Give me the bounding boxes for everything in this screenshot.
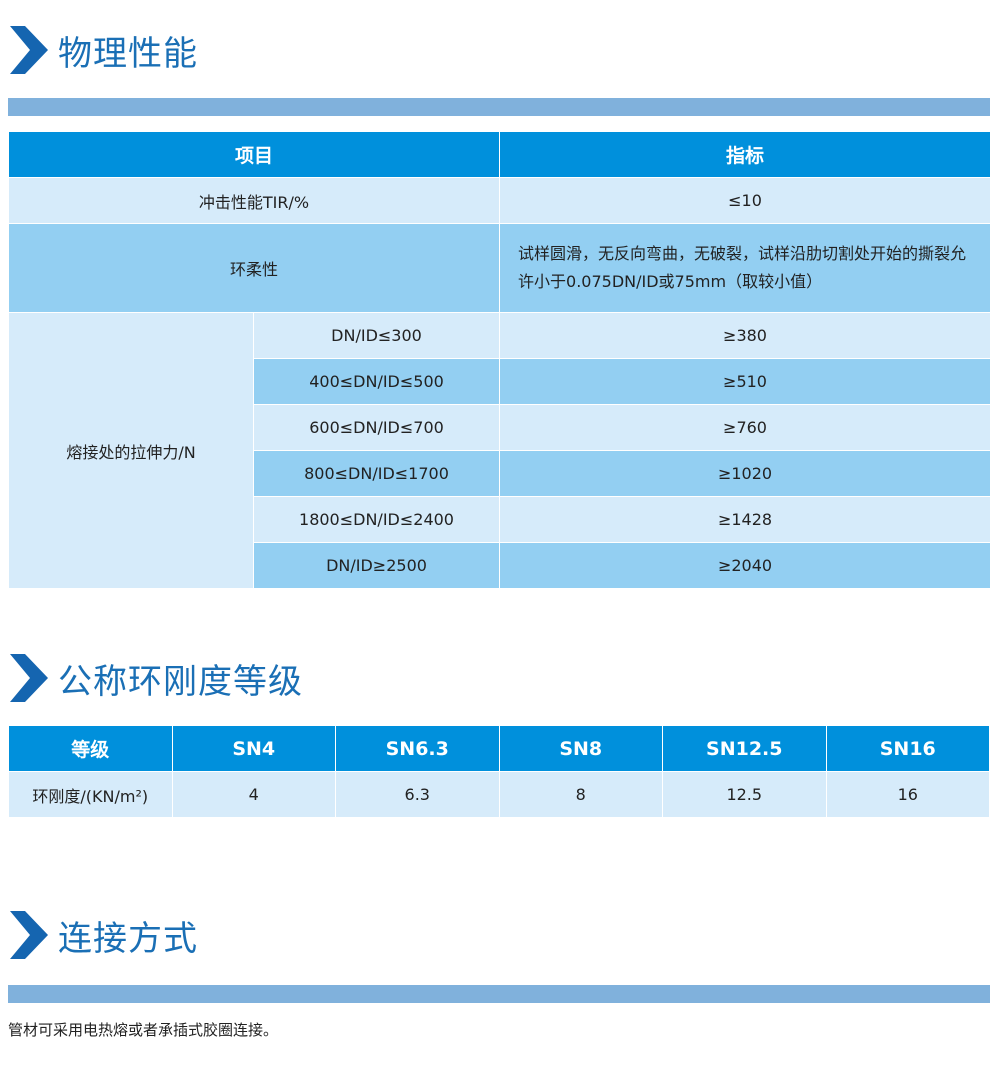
table-row: 400≤DN/ID≤500 ≥510 bbox=[8, 358, 992, 405]
header-cell: SN8 bbox=[498, 725, 663, 772]
cell: 16 bbox=[825, 771, 990, 818]
cell: ≥2040 bbox=[499, 542, 992, 589]
cell: ≥760 bbox=[499, 404, 992, 451]
chevron-right-icon bbox=[10, 654, 48, 702]
physical-table: 项目 指标 冲击性能TIR/% ≤10 环柔性 试样圆滑，无反向弯曲，无破裂，试样沿肋… bbox=[7, 131, 992, 589]
section-title-connection: 连接方式 bbox=[10, 910, 198, 960]
cell: 8 bbox=[498, 771, 663, 818]
cell: 800≤DN/ID≤1700 bbox=[252, 450, 501, 497]
chevron-right-icon bbox=[10, 26, 48, 74]
cell: 1800≤DN/ID≤2400 bbox=[252, 496, 501, 543]
heading: 连接方式 bbox=[58, 918, 198, 959]
heading: 物理性能 bbox=[58, 33, 198, 74]
cell: DN/ID≤300 bbox=[252, 312, 501, 359]
table-row: 环柔性 试样圆滑，无反向弯曲，无破裂，试样沿肋切割处开始的撕裂允许小于0.075D… bbox=[7, 223, 992, 313]
cell: 熔接处的拉伸力/N bbox=[8, 312, 254, 589]
cell: 试样圆滑，无反向弯曲，无破裂，试样沿肋切割处开始的撕裂允许小于0.075DN/I… bbox=[499, 223, 992, 313]
header-cell: SN12.5 bbox=[662, 725, 827, 772]
chevron-right-icon bbox=[10, 911, 48, 959]
section-title-stiffness: 公称环刚度等级 bbox=[10, 653, 303, 703]
cell: ≥380 bbox=[499, 312, 992, 359]
cell: 4 bbox=[171, 771, 336, 818]
stiffness-table: 等级 SN4 SN6.3 SN8 SN12.5 SN16 环刚度/(KN/m²)… bbox=[8, 725, 990, 818]
cell: 环柔性 bbox=[7, 223, 501, 313]
cell: 6.3 bbox=[335, 771, 500, 818]
cell: 12.5 bbox=[662, 771, 827, 818]
header-item: 项目 bbox=[7, 131, 501, 178]
cell: ≥510 bbox=[499, 358, 992, 405]
heading: 公称环刚度等级 bbox=[58, 661, 303, 702]
header-cell: SN16 bbox=[825, 725, 990, 772]
cell: 400≤DN/ID≤500 bbox=[252, 358, 501, 405]
cell: 冲击性能TIR/% bbox=[7, 177, 501, 224]
connection-text: 管材可采用电热熔或者承插式胶圈连接。 bbox=[8, 1021, 279, 1039]
cell: 环刚度/(KN/m²) bbox=[8, 771, 173, 818]
cell: ≤10 bbox=[499, 177, 992, 224]
divider-bar bbox=[8, 985, 990, 1003]
cell: DN/ID≥2500 bbox=[252, 542, 501, 589]
header-cell: SN6.3 bbox=[335, 725, 500, 772]
table-row: 熔接处的拉伸力/N DN/ID≤300 ≥380 bbox=[8, 312, 992, 589]
cell: 600≤DN/ID≤700 bbox=[252, 404, 501, 451]
table-row: 环刚度/(KN/m²) 4 6.3 8 12.5 16 bbox=[8, 771, 990, 818]
section-title-physical: 物理性能 bbox=[10, 25, 198, 75]
divider-bar bbox=[8, 98, 990, 116]
header-cell: 等级 bbox=[8, 725, 173, 772]
cell: ≥1020 bbox=[499, 450, 992, 497]
header-spec: 指标 bbox=[499, 131, 992, 178]
header-cell: SN4 bbox=[171, 725, 336, 772]
cell: ≥1428 bbox=[499, 496, 992, 543]
table-row: 冲击性能TIR/% ≤10 bbox=[7, 177, 992, 224]
